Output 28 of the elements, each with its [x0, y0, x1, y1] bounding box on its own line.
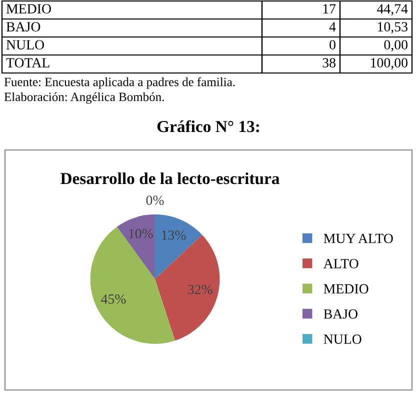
pie-slice	[116, 214, 155, 280]
legend-label: NULO	[324, 334, 362, 344]
text: TOTAL	[6, 58, 50, 68]
text: 17	[323, 4, 336, 14]
text: 10,53	[378, 22, 408, 34]
text: 4	[329, 22, 336, 32]
data-label: 32%	[188, 284, 212, 294]
text: 44,74	[377, 4, 408, 16]
text: 100,00	[371, 58, 408, 70]
data-label: 10%	[129, 228, 153, 238]
legend-label: MEDIO	[324, 284, 368, 294]
data-label: 45%	[101, 294, 126, 304]
legend-label: BAJO	[324, 309, 358, 319]
text: 0%	[146, 196, 164, 205]
legend-label: ALTO	[323, 259, 358, 268]
text: 0,00	[384, 40, 408, 52]
data-label: 13%	[162, 230, 186, 240]
legend-label: MUY ALTO	[324, 234, 393, 244]
source-note: Fuente: Encuesta aplicada a padres de familia.	[4, 77, 235, 89]
chart-title: Desarrollo de la lecto-escritura	[60, 172, 280, 184]
text: 38	[322, 58, 336, 68]
pie-slice	[155, 214, 202, 280]
text: 0	[330, 40, 336, 50]
text: BAJO	[6, 22, 40, 32]
text: Gráfico N° 13:	[157, 120, 259, 132]
text: Elaboración: Angélica Bombón.	[4, 92, 164, 104]
text: NULO	[6, 40, 44, 50]
text: MEDIO	[6, 4, 51, 14]
